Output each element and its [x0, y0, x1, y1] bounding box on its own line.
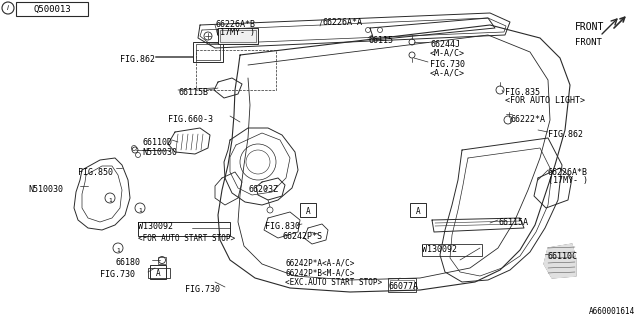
Bar [422, 244, 482, 256]
Text: 66226A*A: 66226A*A [322, 18, 362, 27]
Bar [220, 30, 256, 42]
Text: A660001614: A660001614 [589, 307, 635, 316]
Text: <M-A/C>: <M-A/C> [430, 48, 465, 57]
Bar [410, 203, 426, 217]
Polygon shape [544, 244, 576, 278]
Bar [196, 50, 276, 90]
Text: FIG.730: FIG.730 [185, 285, 220, 294]
Bar [218, 28, 258, 44]
Bar [196, 44, 220, 60]
Bar [16, 2, 88, 16]
Text: FIG.862: FIG.862 [548, 130, 583, 139]
Text: FIG.730: FIG.730 [430, 60, 465, 69]
Text: FIG.660-3: FIG.660-3 [168, 115, 213, 124]
Text: A: A [156, 268, 160, 277]
Text: <A-A/C>: <A-A/C> [430, 68, 465, 77]
Text: FIG.830: FIG.830 [265, 222, 300, 231]
Text: 66242P*A<A-A/C>: 66242P*A<A-A/C> [285, 258, 355, 267]
Text: N510030: N510030 [142, 148, 177, 157]
Text: 66203Z: 66203Z [248, 185, 278, 194]
Text: 66115A: 66115A [498, 218, 528, 227]
Text: 66180: 66180 [115, 258, 140, 267]
Text: 66242P*S: 66242P*S [282, 232, 322, 241]
Text: 66222*A: 66222*A [510, 115, 545, 124]
Bar [148, 268, 170, 278]
Text: A: A [306, 206, 310, 215]
Text: 1: 1 [108, 197, 112, 203]
Text: FIG.835: FIG.835 [505, 88, 540, 97]
Text: FRONT: FRONT [575, 38, 602, 47]
Text: <FOR AUTO LIGHT>: <FOR AUTO LIGHT> [505, 96, 585, 105]
Text: W130092: W130092 [422, 245, 457, 254]
Text: 66115: 66115 [368, 36, 393, 45]
Text: i: i [7, 5, 9, 11]
Bar [150, 265, 166, 279]
Bar [138, 222, 230, 236]
Text: Q500013: Q500013 [33, 4, 71, 13]
Bar [390, 280, 414, 290]
Text: <EXC.AUTO START STOP>: <EXC.AUTO START STOP> [285, 278, 382, 287]
Bar [158, 257, 166, 264]
Bar [388, 278, 416, 292]
Text: (17MY- ): (17MY- ) [548, 176, 588, 185]
Text: (17MY- ): (17MY- ) [215, 28, 255, 37]
Text: FIG.730: FIG.730 [100, 270, 135, 279]
Text: 66110D: 66110D [142, 138, 172, 147]
Text: A: A [416, 206, 420, 215]
Text: 66242P*B<M-A/C>: 66242P*B<M-A/C> [285, 268, 355, 277]
Text: 1: 1 [138, 207, 142, 212]
Text: FRONT: FRONT [575, 22, 604, 32]
Bar [300, 203, 316, 217]
Text: 66226A*B: 66226A*B [215, 20, 255, 29]
Text: 66110C: 66110C [548, 252, 578, 261]
Bar [193, 42, 223, 62]
Text: FIG.862: FIG.862 [120, 55, 155, 64]
Text: 66077A: 66077A [388, 282, 418, 291]
Text: <FOR AUTO START STOP>: <FOR AUTO START STOP> [138, 234, 235, 243]
Text: 66244J: 66244J [430, 40, 460, 49]
Text: N510030: N510030 [28, 185, 63, 194]
Text: FIG.850: FIG.850 [78, 168, 113, 177]
Text: 1: 1 [116, 247, 120, 252]
Text: 66115B: 66115B [178, 88, 208, 97]
Text: 66226A*B: 66226A*B [548, 168, 588, 177]
Text: W130092: W130092 [138, 222, 173, 231]
